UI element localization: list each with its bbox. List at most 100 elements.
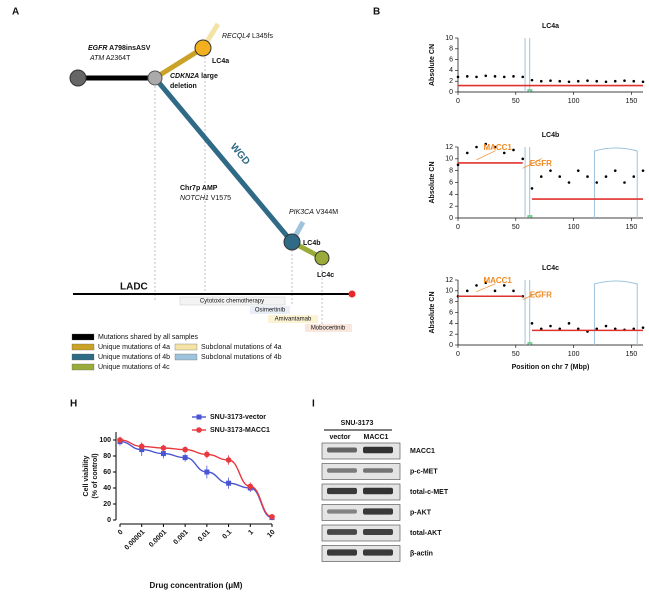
legend-label: Unique mutations of 4b <box>98 354 170 361</box>
y-axis-label-line: Cell viability <box>83 455 90 496</box>
mutation: PIK3CA V344M <box>289 209 338 216</box>
annotation-pointer <box>522 290 542 300</box>
y-tick-label: 0 <box>107 517 111 524</box>
band <box>363 549 393 556</box>
root-node <box>69 69 87 87</box>
y-tick-label: 2 <box>449 331 453 338</box>
node-4a <box>194 39 212 57</box>
y-tick-label: 8 <box>449 168 453 175</box>
data-point <box>269 514 275 520</box>
x-tick-label: 0 <box>456 224 460 231</box>
lane-label: vector <box>329 434 350 441</box>
treatment-bar <box>250 306 290 314</box>
cn-point <box>484 142 488 146</box>
cn-point <box>623 181 626 184</box>
cn-point <box>558 79 562 83</box>
treatment: Cytotoxic chemotherapy <box>200 299 264 305</box>
y-tick-label: 4 <box>449 67 453 74</box>
mutation: EGFR A798insASV <box>88 45 151 52</box>
legend-marker <box>196 427 202 433</box>
panel-label: B <box>373 7 380 18</box>
treatment: Mobocertinib <box>311 326 346 332</box>
cn-point <box>595 79 599 83</box>
cn-point <box>502 151 506 155</box>
branch-4a <box>153 45 205 81</box>
cn-point <box>502 284 506 287</box>
cn-point <box>549 324 552 328</box>
x-tick-label: 0.01 <box>197 529 212 544</box>
lane-label: MACC1 <box>364 434 389 441</box>
x-tick-label: 150 <box>626 351 638 358</box>
legend-label: SNU-3173-MACC1 <box>210 427 270 434</box>
cn-point <box>558 327 562 331</box>
treatment: Amivantamab <box>275 317 312 323</box>
x-tick-label: 100 <box>568 351 580 358</box>
chart-title: LC4a <box>542 23 559 30</box>
change: L345fs <box>252 33 274 40</box>
annotation: EGFR <box>530 291 552 300</box>
cn-point <box>623 79 626 82</box>
cn-point <box>530 322 534 325</box>
legend-swatch <box>174 343 198 351</box>
cn-point <box>512 148 515 152</box>
y-tick-label: 12 <box>445 277 453 284</box>
cn-point <box>484 281 488 285</box>
annotation: MACC1 <box>483 276 512 285</box>
mutation: CDKN2A large deletion <box>170 73 218 90</box>
chart-title: LC4b <box>542 132 560 139</box>
panel-label: A <box>12 7 19 18</box>
y-tick-label: 4 <box>449 320 453 327</box>
x-tick-label: 1 <box>247 529 255 537</box>
y-axis-label: Cell viability (% of control) <box>83 453 99 498</box>
mutation: Chr7p AMP <box>180 185 218 192</box>
y-axis-label-line: (% of control) <box>92 453 99 498</box>
y-tick-label: 8 <box>449 46 453 53</box>
cn-point <box>475 145 478 149</box>
cn-point <box>512 75 515 78</box>
y-tick-label: 2 <box>449 203 453 210</box>
legend-swatch <box>71 343 95 351</box>
protein-label: p-c-MET <box>410 468 438 475</box>
data-point <box>204 451 210 458</box>
band <box>363 508 393 515</box>
legend-label: Subclonal mutations of 4a <box>201 344 282 351</box>
band <box>327 529 357 535</box>
cn-point <box>493 75 497 78</box>
y-tick-label: 8 <box>449 299 453 306</box>
centromere-mark <box>527 89 533 92</box>
cn-point <box>567 80 571 84</box>
treatment-bar <box>268 315 318 323</box>
y-tick-label: 2 <box>449 78 453 85</box>
gene: PIK3CA <box>289 209 314 216</box>
cn-point <box>493 289 497 293</box>
branch-label: WGD <box>228 142 252 168</box>
trunk-label: LADC <box>120 282 148 293</box>
cell-line: SNU-3173 <box>341 420 374 427</box>
cn-point <box>595 181 599 184</box>
y-tick-label: 6 <box>449 179 453 186</box>
data-point <box>117 437 123 443</box>
treatment-bar <box>179 296 286 306</box>
cn-point <box>613 79 617 83</box>
trunk-node <box>147 70 163 86</box>
data-point <box>182 446 188 453</box>
legend-label: Subclonal mutations of 4b <box>201 354 282 361</box>
cn-point <box>539 175 543 178</box>
tree-legend: Mutations shared by all samples Unique mu… <box>71 334 282 371</box>
cn-point <box>604 175 608 178</box>
cn-point <box>558 175 562 178</box>
band <box>327 487 357 495</box>
data-point <box>247 483 254 490</box>
legend-label: Mutations shared by all samples <box>98 334 198 341</box>
cn-point <box>604 80 608 84</box>
y-tick-label: 60 <box>103 469 111 476</box>
y-tick-label: 20 <box>103 501 111 508</box>
x-tick-label: 0.001 <box>173 529 190 546</box>
cn-point <box>539 327 543 331</box>
x-tick-label: 50 <box>512 224 520 231</box>
cn-point <box>512 289 515 293</box>
treatment: Osimertinib <box>255 308 286 314</box>
protein-label: MACC1 <box>410 448 435 455</box>
cn-point <box>456 75 460 79</box>
